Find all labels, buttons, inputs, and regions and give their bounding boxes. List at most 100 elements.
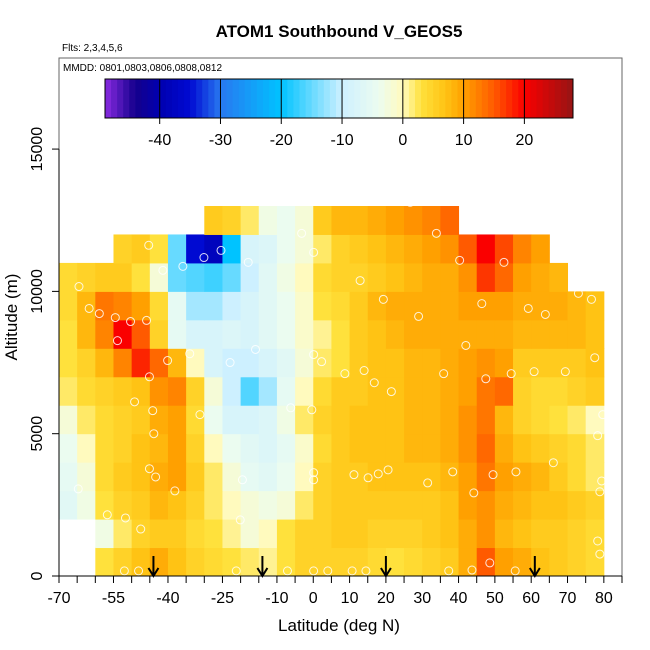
heatmap-cell xyxy=(349,433,369,463)
heatmap-cell xyxy=(113,462,133,492)
heatmap-cell xyxy=(367,206,387,235)
heatmap-cell xyxy=(59,433,78,463)
heatmap-cell xyxy=(204,348,223,378)
heatmap-cell xyxy=(385,462,405,492)
heatmap-cell xyxy=(222,262,242,292)
heatmap-cell xyxy=(186,291,205,321)
heatmap-cell xyxy=(222,405,242,435)
heatmap-cell xyxy=(567,519,587,549)
heatmap-cell xyxy=(440,291,460,321)
heatmap-cell xyxy=(131,348,151,378)
heatmap-cell xyxy=(149,234,169,264)
observation-point xyxy=(590,353,600,363)
heatmap-cell xyxy=(204,405,223,435)
heatmap-cell xyxy=(131,519,151,549)
heatmap-cell xyxy=(567,319,587,349)
heatmap-cell xyxy=(531,433,550,463)
heatmap-cell xyxy=(331,547,351,577)
observation-point xyxy=(235,515,245,525)
colorbar-swatch xyxy=(202,79,209,118)
heatmap-cell xyxy=(295,319,314,349)
colorbar-swatch xyxy=(348,79,355,118)
colorbar-swatch xyxy=(317,79,325,118)
heatmap-cell xyxy=(167,234,187,264)
observation-point xyxy=(540,309,550,319)
colorbar-swatch xyxy=(439,79,446,118)
heatmap-cell xyxy=(131,262,151,292)
heatmap-cell xyxy=(349,262,369,292)
colorbar-swatch xyxy=(196,79,203,118)
heatmap-cell xyxy=(113,519,133,549)
heatmap-cell xyxy=(549,319,569,349)
heatmap-cell xyxy=(131,319,151,349)
colorbar-swatch xyxy=(123,79,130,118)
heatmap-cell xyxy=(258,376,278,406)
colorbar-swatch xyxy=(263,79,270,118)
colorbar-swatch xyxy=(384,79,392,118)
heatmap-cell xyxy=(585,319,605,349)
heatmap-cell xyxy=(186,376,205,406)
heatmap-cell xyxy=(458,547,478,577)
heatmap-cell xyxy=(385,206,405,235)
heatmap-cell xyxy=(113,376,133,406)
observation-point xyxy=(149,429,159,439)
heatmap-cell xyxy=(131,376,151,406)
heatmap-cell xyxy=(531,405,550,435)
colorbar-swatch xyxy=(390,79,398,118)
observation-point xyxy=(461,340,471,350)
colorbar-swatch xyxy=(542,79,550,118)
heatmap-cell xyxy=(77,490,96,520)
heatmap-cell xyxy=(131,291,151,321)
heatmap-cell xyxy=(204,547,223,577)
colorbar-swatch xyxy=(518,79,525,118)
heatmap-cell xyxy=(113,234,133,264)
y-tick-label: 5000 xyxy=(29,416,46,452)
y-tick-label: 15000 xyxy=(29,127,46,172)
heatmap-cell xyxy=(313,291,332,321)
heatmap-cell xyxy=(404,433,423,463)
colorbar-frame xyxy=(104,78,574,119)
colorbar-swatch xyxy=(214,79,221,118)
heatmap-cell xyxy=(549,433,569,463)
heatmap-cell xyxy=(585,433,605,463)
colorbar-swatch xyxy=(433,79,440,118)
colorbar-tick-label: -30 xyxy=(209,132,232,149)
heatmap-cell xyxy=(367,490,387,520)
heatmap-cell xyxy=(531,234,550,264)
heatmap-cell xyxy=(513,405,532,435)
heatmap-cell xyxy=(349,206,369,235)
x-tick-label: 30 xyxy=(413,590,431,607)
heatmap-cell xyxy=(531,547,550,577)
x-tick-label: 70 xyxy=(559,590,577,607)
observation-point xyxy=(548,458,558,468)
heatmap-cell xyxy=(494,262,514,292)
heatmap-cell xyxy=(513,291,532,321)
colorbar-swatch xyxy=(311,79,319,118)
colorbar-swatch xyxy=(530,79,538,118)
observation-point xyxy=(151,472,161,482)
heatmap-cell xyxy=(458,433,478,463)
observation-point xyxy=(309,566,319,576)
heatmap-cell xyxy=(404,405,423,435)
heatmap-cell xyxy=(513,433,532,463)
heatmap-cell xyxy=(167,433,187,463)
heatmap-cell xyxy=(204,433,223,463)
heatmap-cell xyxy=(295,490,314,520)
heatmap-cell xyxy=(349,519,369,549)
colorbar-swatch xyxy=(487,79,495,118)
heatmap-cell xyxy=(240,206,260,235)
observation-point xyxy=(511,467,521,477)
observation-point xyxy=(297,228,307,238)
colorbar-swatch xyxy=(287,79,294,118)
heatmap-cell xyxy=(295,234,314,264)
heatmap-cell xyxy=(349,547,369,577)
observation-point xyxy=(361,566,371,576)
heatmap-cell xyxy=(367,519,387,549)
heatmap-cell xyxy=(131,462,151,492)
heatmap-cell xyxy=(313,547,332,577)
observation-point xyxy=(309,247,319,257)
heatmap-cell xyxy=(222,348,242,378)
heatmap-cell xyxy=(186,490,205,520)
heatmap-cell xyxy=(95,262,114,292)
